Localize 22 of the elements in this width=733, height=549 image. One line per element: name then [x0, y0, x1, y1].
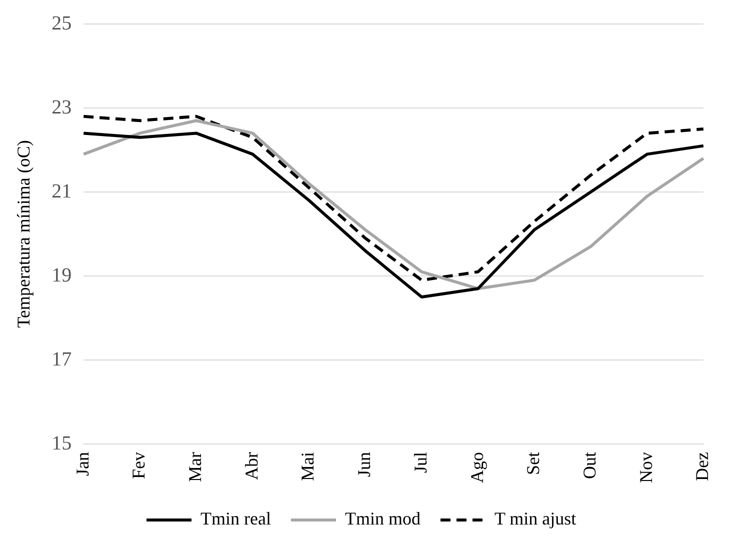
- x-tick-label: Jan: [72, 452, 92, 476]
- y-tick-label: 17: [52, 348, 72, 370]
- x-tick-label: Jun: [354, 452, 374, 478]
- x-tick-label: Mar: [185, 452, 206, 482]
- y-tick-label: 23: [52, 96, 72, 118]
- x-tick-label: Jul: [410, 452, 430, 474]
- y-tick-label: 25: [52, 12, 72, 34]
- y-axis-title: Temperatura mínima (oC): [14, 140, 34, 328]
- x-tick-label: Mai: [298, 452, 318, 481]
- legend-label: Tmin mod: [344, 508, 420, 529]
- y-tick-label: 15: [52, 432, 72, 454]
- x-tick-label: Dez: [692, 452, 712, 481]
- legend-label: Tmin real: [200, 508, 272, 529]
- x-tick-label: Nov: [636, 452, 656, 483]
- x-tick-label: Out: [579, 452, 600, 479]
- legend-label: T min ajust: [494, 508, 576, 529]
- x-tick-label: Ago: [466, 452, 487, 483]
- x-tick-label: Abr: [241, 452, 262, 480]
- x-tick-label: Fev: [128, 452, 149, 479]
- x-tick-label: Set: [523, 452, 544, 476]
- y-tick-label: 19: [52, 264, 72, 286]
- y-tick-label: 21: [52, 180, 72, 202]
